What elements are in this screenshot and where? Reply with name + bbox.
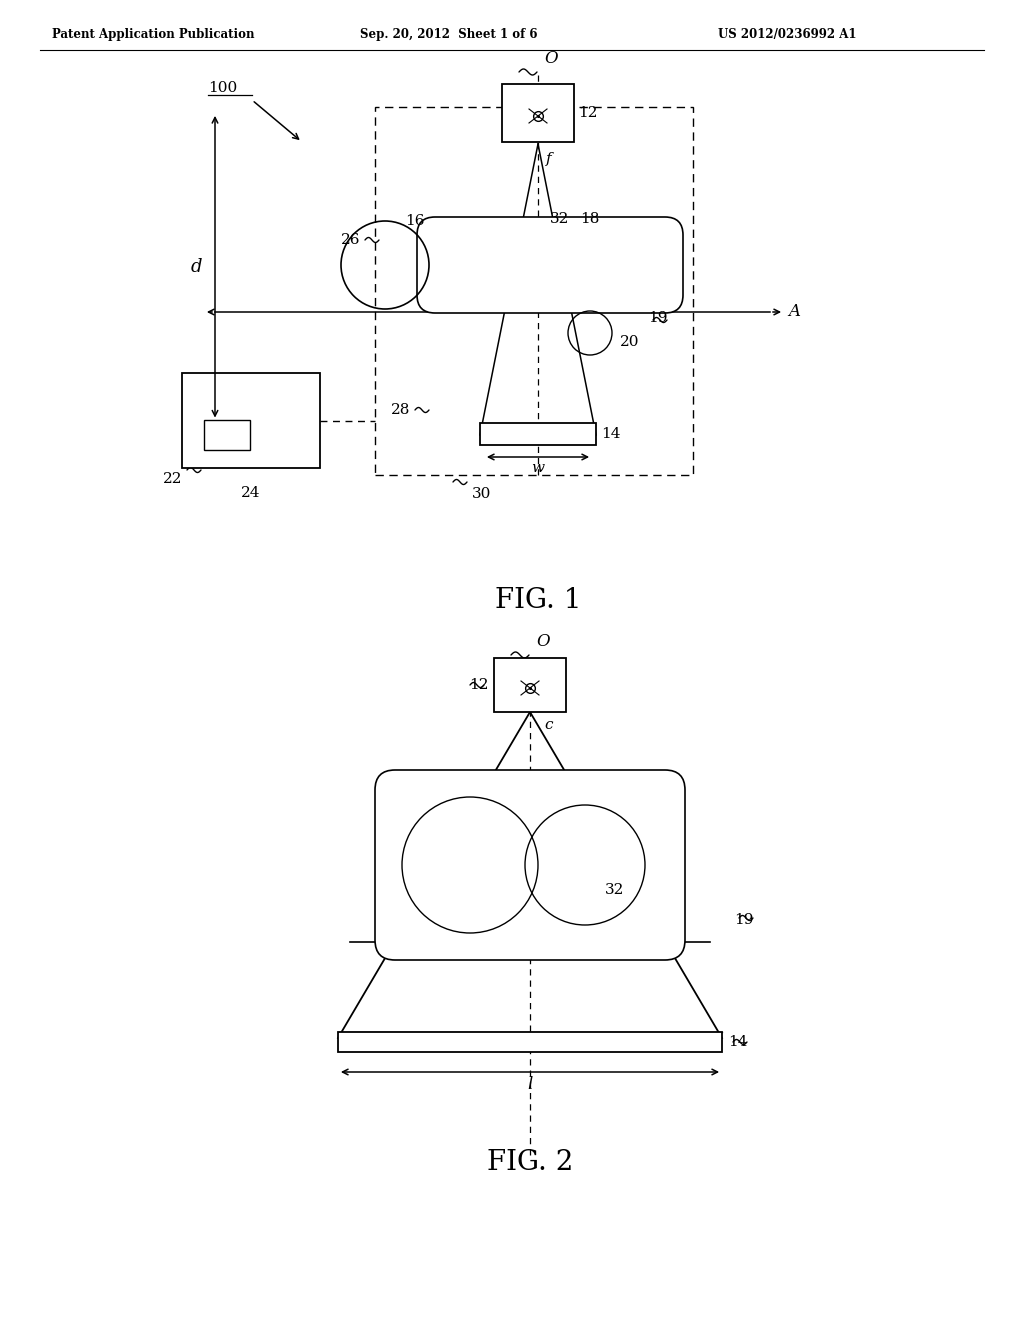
Text: US 2012/0236992 A1: US 2012/0236992 A1 bbox=[718, 28, 856, 41]
Text: 20: 20 bbox=[620, 335, 640, 348]
Text: l: l bbox=[527, 1076, 532, 1093]
FancyBboxPatch shape bbox=[417, 216, 683, 313]
Text: 12: 12 bbox=[578, 106, 597, 120]
Text: FIG. 1: FIG. 1 bbox=[495, 586, 582, 614]
Text: d: d bbox=[190, 257, 202, 276]
Text: 14: 14 bbox=[601, 426, 621, 441]
Text: 19: 19 bbox=[734, 913, 754, 927]
Text: 26: 26 bbox=[341, 234, 360, 247]
Bar bbox=[494, 657, 566, 711]
Text: 12: 12 bbox=[469, 678, 489, 692]
Text: 18: 18 bbox=[580, 213, 599, 226]
Text: 32: 32 bbox=[605, 883, 625, 898]
Text: 32: 32 bbox=[550, 213, 569, 226]
Text: 30: 30 bbox=[472, 487, 492, 502]
Bar bbox=[502, 84, 574, 143]
Text: f: f bbox=[546, 152, 552, 166]
FancyBboxPatch shape bbox=[375, 770, 685, 960]
Bar bbox=[480, 422, 596, 445]
Text: 22: 22 bbox=[163, 473, 182, 486]
Text: 16: 16 bbox=[406, 214, 425, 228]
Text: O: O bbox=[536, 634, 550, 649]
Bar bbox=[338, 1032, 722, 1052]
Text: w: w bbox=[531, 461, 545, 475]
Text: 14: 14 bbox=[728, 1035, 748, 1049]
Text: FIG. 2: FIG. 2 bbox=[486, 1148, 573, 1176]
Text: 28: 28 bbox=[390, 403, 410, 417]
Text: 24: 24 bbox=[242, 486, 261, 500]
Bar bbox=[204, 420, 250, 450]
Text: A: A bbox=[788, 304, 800, 321]
Text: 100: 100 bbox=[208, 81, 238, 95]
Bar bbox=[375, 107, 693, 475]
Text: O: O bbox=[544, 50, 558, 67]
Text: 16: 16 bbox=[381, 783, 400, 797]
Text: 18: 18 bbox=[560, 803, 580, 817]
Text: c: c bbox=[544, 718, 553, 733]
Text: Sep. 20, 2012  Sheet 1 of 6: Sep. 20, 2012 Sheet 1 of 6 bbox=[360, 28, 538, 41]
Text: 19: 19 bbox=[648, 312, 668, 325]
Text: Patent Application Publication: Patent Application Publication bbox=[52, 28, 255, 41]
Bar bbox=[182, 374, 319, 469]
